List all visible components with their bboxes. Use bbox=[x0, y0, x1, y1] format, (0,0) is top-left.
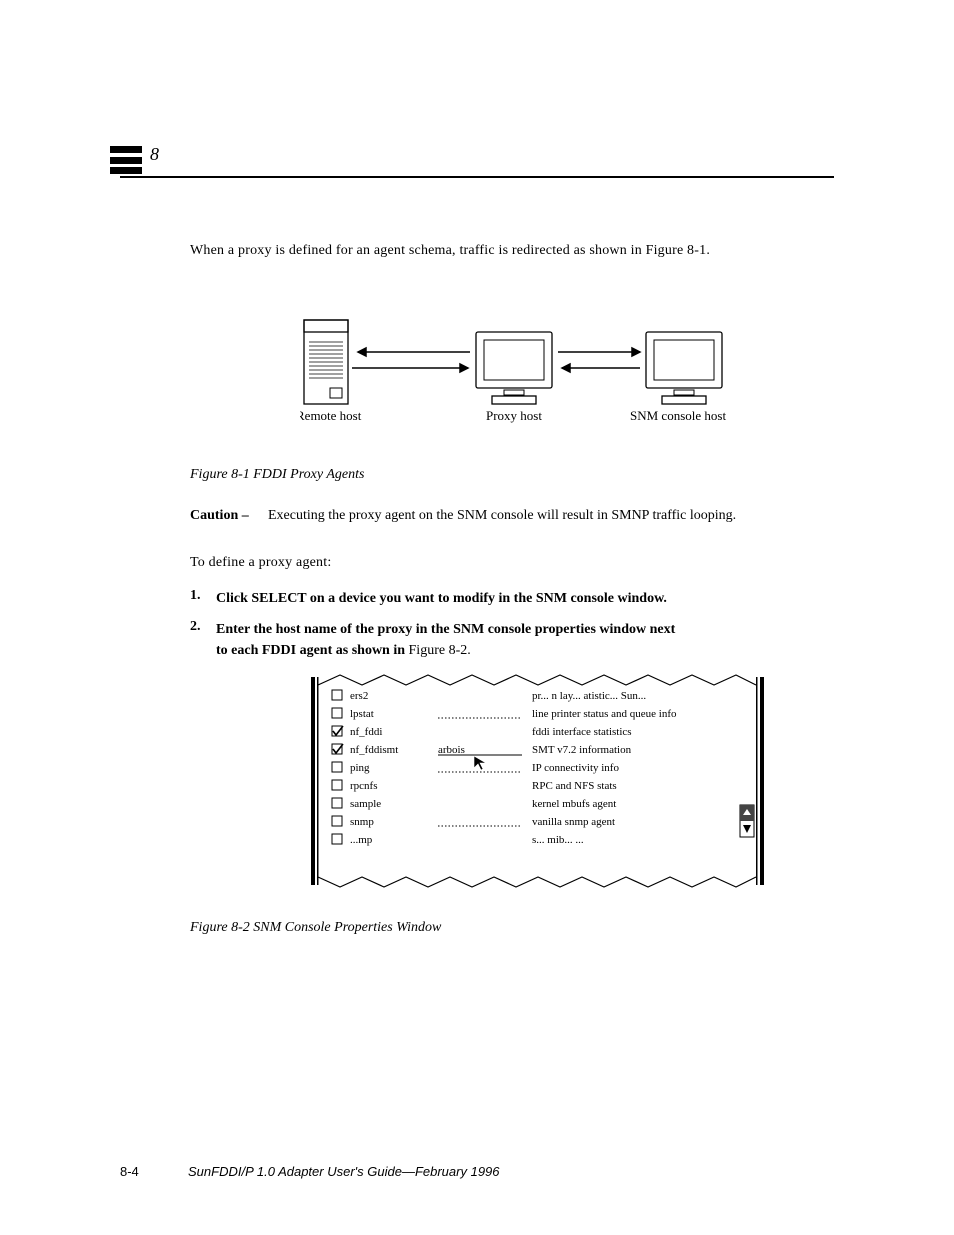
checkbox[interactable] bbox=[332, 708, 342, 718]
checkbox[interactable] bbox=[332, 798, 342, 808]
checkbox[interactable] bbox=[332, 780, 342, 790]
agent-name: rpcnfs bbox=[350, 780, 378, 792]
agent-description: IP connectivity info bbox=[532, 762, 619, 774]
remote-host-icon bbox=[304, 320, 348, 404]
console-host-icon bbox=[646, 332, 722, 404]
agent-name: lpstat bbox=[350, 708, 374, 720]
step-2: 2. Enter the host name of the proxy in t… bbox=[190, 619, 834, 661]
agent-description: vanilla snmp agent bbox=[532, 816, 615, 828]
properties-screenshot: ers2 pr... n lay... atistic... Sun... lpst… bbox=[310, 673, 765, 894]
page-number: 8-4 bbox=[120, 1164, 160, 1179]
agent-name: nf_fddi bbox=[350, 726, 382, 738]
agent-description: RPC and NFS stats bbox=[532, 780, 617, 792]
agent-name: sample bbox=[350, 798, 381, 810]
intro-paragraph: When a proxy is defined for an agent sch… bbox=[190, 240, 834, 262]
caution-block: Caution – Executing the proxy agent on t… bbox=[190, 505, 834, 527]
page: 8 When a proxy is defined for an agent s… bbox=[0, 0, 954, 1235]
page-footer: 8-4 SunFDDI/P 1.0 Adapter User's Guide—F… bbox=[120, 1164, 834, 1179]
footer-date: —February 1996 bbox=[402, 1164, 500, 1179]
figure2-caption: Figure 8-2 SNM Console Properties Window bbox=[190, 920, 834, 936]
console-host-label: SNM console host bbox=[630, 408, 726, 423]
scrollbar[interactable] bbox=[740, 805, 754, 837]
step1-text: Click SELECT on a device you want to mod… bbox=[216, 588, 667, 609]
arrows-right-pair bbox=[558, 348, 640, 372]
zigzag-bottom bbox=[318, 877, 756, 887]
proxy-diagram: Remote host Proxy host SNM console host bbox=[300, 302, 834, 457]
proxy-host-label: Proxy host bbox=[486, 408, 542, 423]
agent-description: s... mib... ... bbox=[532, 834, 584, 846]
chapter-number: 8 bbox=[150, 144, 159, 165]
agent-name: ...mp bbox=[350, 834, 373, 846]
remote-host-label: Remote host bbox=[300, 408, 362, 423]
agent-name: snmp bbox=[350, 816, 374, 828]
step1-num: 1. bbox=[190, 588, 206, 609]
agent-description: SMT v7.2 information bbox=[532, 744, 632, 756]
arrows-left-pair bbox=[352, 348, 470, 372]
agent-name: ers2 bbox=[350, 690, 368, 702]
figure1-caption: Figure 8-1 FDDI Proxy Agents bbox=[190, 467, 834, 483]
checkbox[interactable] bbox=[332, 762, 342, 772]
agent-description: fddi interface statistics bbox=[532, 726, 632, 738]
proxy-input[interactable]: arbois bbox=[438, 744, 465, 756]
step-1: 1. Click SELECT on a device you want to … bbox=[190, 588, 834, 609]
proxy-host-icon bbox=[476, 332, 552, 404]
agent-description: kernel mbufs agent bbox=[532, 798, 616, 810]
header-rule bbox=[120, 176, 834, 178]
caution-label: Caution – bbox=[190, 505, 256, 527]
checkbox[interactable] bbox=[332, 690, 342, 700]
footer-title: SunFDDI/P 1.0 Adapter User's Guide bbox=[188, 1164, 402, 1179]
cursor-icon bbox=[474, 756, 486, 770]
page-header: 8 bbox=[120, 130, 834, 200]
agent-description: line printer status and queue info bbox=[532, 708, 677, 720]
agent-description: pr... n lay... atistic... Sun... bbox=[532, 690, 646, 702]
caution-text: Executing the proxy agent on the SNM con… bbox=[268, 505, 736, 527]
agent-name: ping bbox=[350, 762, 370, 774]
step2-figref: Figure 8-2 bbox=[409, 643, 468, 658]
checkbox[interactable] bbox=[332, 834, 342, 844]
agent-name: nf_fddismt bbox=[350, 744, 398, 756]
step2-num: 2. bbox=[190, 619, 206, 661]
chapter-glyph bbox=[110, 146, 142, 174]
zigzag-top bbox=[318, 675, 756, 685]
to-define-para: To define a proxy agent: bbox=[190, 552, 834, 574]
checkbox[interactable] bbox=[332, 816, 342, 826]
